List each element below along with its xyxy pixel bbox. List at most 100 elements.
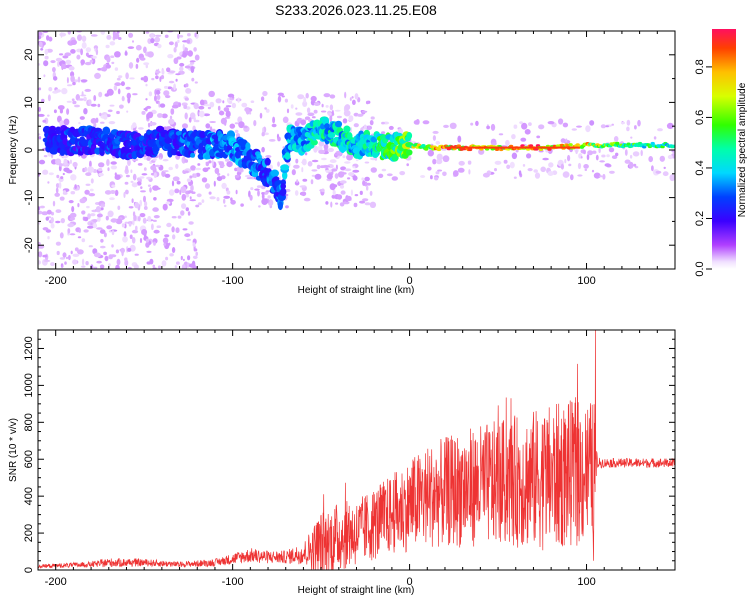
heatmap-cell — [209, 101, 215, 108]
heatmap-cell — [421, 144, 426, 148]
heatmap-cell — [146, 105, 152, 109]
heatmap-cell — [131, 229, 139, 234]
heatmap-cell — [132, 173, 137, 181]
heatmap-cell — [114, 51, 121, 58]
heatmap-cell — [154, 70, 161, 74]
heatmap-cell — [131, 198, 134, 203]
heatmap-ridge — [42, 116, 675, 211]
heatmap-cell — [549, 146, 552, 149]
heatmap-cell — [81, 210, 86, 215]
heatmap-cell — [181, 102, 188, 106]
heatmap-cell — [60, 32, 63, 38]
heatmap-cell — [381, 168, 387, 172]
heatmap-cell — [663, 166, 666, 170]
heatmap-cell — [361, 177, 365, 181]
heatmap-cell — [80, 79, 88, 83]
heatmap-cell — [466, 146, 469, 149]
heatmap-cell — [77, 76, 81, 83]
heatmap-cell — [121, 223, 125, 228]
heatmap-cell — [294, 190, 299, 196]
heatmap-cell — [459, 146, 462, 149]
heatmap-cell — [199, 110, 205, 118]
heatmap-cell — [536, 135, 541, 139]
heatmap-cell — [121, 249, 124, 257]
heatmap-cell — [340, 190, 346, 195]
heatmap-cell — [261, 146, 265, 153]
heatmap-cell — [366, 182, 371, 186]
heatmap-cell — [199, 131, 206, 139]
heatmap-cell — [498, 146, 501, 149]
heatmap-cell — [182, 52, 187, 58]
heatmap-cell — [505, 139, 510, 147]
heatmap-cell — [143, 75, 149, 83]
heatmap-cell — [94, 47, 97, 52]
heatmap-cell — [234, 122, 239, 125]
heatmap-cell — [62, 252, 67, 258]
snr-x-axis: -200 -100 0 100 — [37, 330, 676, 588]
heatmap-cell — [208, 160, 212, 164]
heatmap-cell — [586, 154, 590, 161]
heatmap-cell — [203, 113, 211, 117]
heatmap-cell — [125, 174, 130, 178]
heatmap-cell — [171, 180, 175, 187]
heatmap-cell — [194, 54, 200, 61]
snr-y-label: SNR (10 * v/v) — [8, 418, 19, 482]
heatmap-cell — [351, 96, 354, 99]
heatmap-cell — [469, 146, 472, 149]
heatmap-cell — [193, 102, 199, 110]
colorbar-ticks: 0.0 0.2 0.4 0.6 0.8 — [694, 59, 712, 277]
heatmap-cell — [146, 250, 152, 253]
heatmap-cell — [391, 153, 399, 162]
heatmap-cell — [187, 33, 191, 37]
y-tick-label: 200 — [23, 524, 35, 542]
heatmap-cell — [531, 146, 534, 149]
heatmap-cell — [180, 255, 183, 261]
heatmap-cell — [511, 152, 518, 160]
snr-series-line — [38, 330, 675, 570]
heatmap-cell — [163, 170, 169, 173]
colorbar: 0.0 0.2 0.4 0.6 0.8 Normalized spectral ampl… — [694, 29, 748, 277]
heatmap-cell — [560, 163, 565, 170]
heatmap-cell — [515, 146, 518, 149]
heatmap-cell — [364, 161, 370, 164]
heatmap-cell — [528, 122, 532, 126]
heatmap-cell — [297, 94, 305, 100]
heatmap-cell — [577, 174, 583, 177]
heatmap-cell — [460, 146, 464, 149]
heatmap-cell — [69, 233, 76, 236]
heatmap-cell — [348, 172, 355, 177]
heatmap-cell — [354, 194, 359, 197]
heatmap-cell — [59, 32, 67, 37]
heatmap-cell — [209, 121, 217, 123]
heatmap-cell — [68, 200, 74, 204]
heatmap-cell — [611, 123, 614, 126]
heatmap-cell — [115, 218, 123, 225]
heatmap-cell — [184, 159, 189, 163]
heatmap-cell — [127, 266, 132, 269]
heatmap-cell — [491, 142, 497, 146]
heatmap-cell — [59, 232, 64, 239]
heatmap-cell — [486, 125, 490, 130]
heatmap-cell — [261, 193, 265, 200]
heatmap-cell — [521, 146, 524, 149]
heatmap-cell — [114, 82, 122, 87]
heatmap-cell — [208, 191, 212, 195]
heatmap-cell — [71, 98, 75, 102]
heatmap-cell — [112, 32, 120, 40]
heatmap-cell — [655, 170, 662, 174]
heatmap-cell — [564, 159, 567, 164]
heatmap-cell — [264, 107, 267, 110]
heatmap-cell — [630, 136, 633, 139]
heatmap-cell — [87, 166, 95, 173]
heatmap-cell — [267, 195, 271, 199]
heatmap-cell — [598, 148, 601, 153]
heatmap-cell — [307, 112, 315, 117]
heatmap-cell — [613, 136, 619, 142]
heatmap-cell — [168, 41, 174, 46]
heatmap-cell — [161, 69, 165, 75]
heatmap-cell — [79, 116, 85, 120]
heatmap-cell — [321, 188, 325, 193]
heatmap-cell — [47, 236, 50, 240]
heatmap-cell — [39, 205, 45, 209]
heatmap-cell — [580, 156, 583, 159]
